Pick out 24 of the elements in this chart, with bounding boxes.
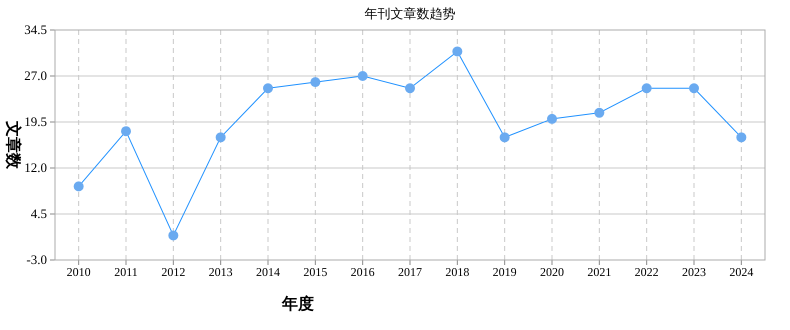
x-tick-label: 2015 [303, 265, 328, 279]
y-tick-label: 34.5 [24, 22, 47, 37]
x-tick-label: 2011 [114, 265, 138, 279]
x-tick-label: 2019 [492, 265, 517, 279]
y-tick-label: 19.5 [24, 114, 47, 129]
y-tick-label: 12.0 [24, 160, 47, 175]
chart-title: 年刊文章数趋势 [364, 6, 456, 21]
x-tick-label: 2010 [66, 265, 91, 279]
x-tick-label: 2016 [350, 265, 375, 279]
y-tick-label: -3.0 [26, 252, 47, 267]
x-axis-title: 年度 [281, 294, 314, 313]
y-tick-label: 4.5 [30, 206, 47, 221]
x-tick-label: 2022 [634, 265, 659, 279]
y-tick-label: 27.0 [24, 68, 47, 83]
x-tick-label: 2024 [729, 265, 754, 279]
x-tick-label: 2023 [682, 265, 706, 279]
x-tick-label: 2012 [161, 265, 186, 279]
x-tick-label: 2021 [587, 265, 612, 279]
x-tick-label: 2017 [398, 265, 422, 279]
x-tick-label: 2018 [445, 265, 470, 279]
x-tick-label: 2014 [256, 265, 280, 279]
y-axis-title: 文章数 [4, 120, 22, 170]
x-tick-label: 2020 [540, 265, 564, 279]
x-tick-label: 2013 [208, 265, 233, 279]
